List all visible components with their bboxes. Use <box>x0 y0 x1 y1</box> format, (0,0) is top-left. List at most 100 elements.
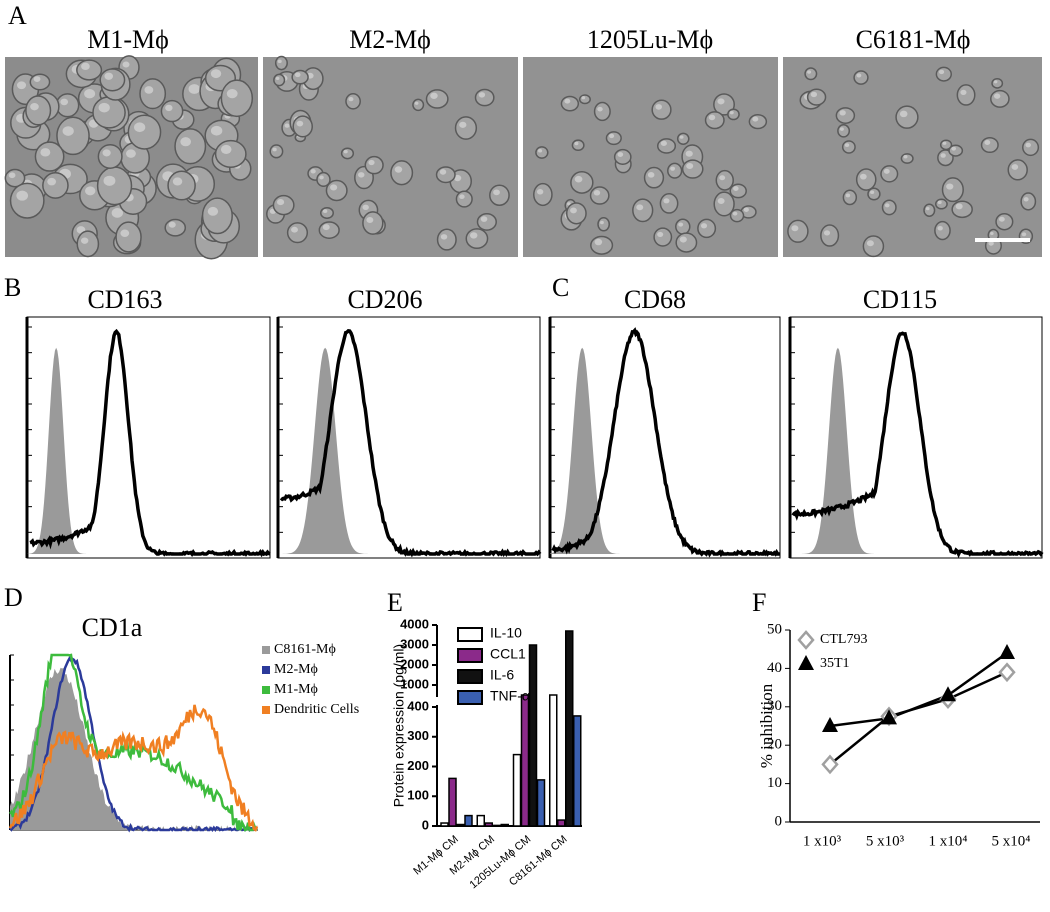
cell-highlight <box>581 96 586 100</box>
cell-highlight <box>319 175 324 180</box>
cell <box>656 138 677 154</box>
cell <box>29 73 51 91</box>
histogram <box>8 653 258 832</box>
y-axis-label: Protein expression (pg/ml) <box>391 644 407 807</box>
cell-highlight <box>439 169 447 175</box>
cell-highlight <box>993 93 1001 99</box>
image-title: C6181-Mϕ <box>856 25 971 54</box>
cell-highlight <box>925 207 930 211</box>
bar <box>476 814 485 827</box>
cell <box>715 169 734 191</box>
cell <box>653 227 673 247</box>
cell-highlight <box>60 98 69 106</box>
cell <box>345 93 361 110</box>
cell-highlight <box>16 81 27 90</box>
cell <box>455 190 473 208</box>
marker-histogram <box>29 328 271 558</box>
cell-highlight <box>733 186 739 191</box>
histogram-title: CD163 <box>87 285 162 314</box>
cell-highlight <box>839 127 844 131</box>
cell-highlight <box>946 183 954 190</box>
isotype-histogram <box>278 347 540 554</box>
cell-highlight <box>480 216 488 222</box>
cell-highlight <box>414 101 419 105</box>
cell-highlight <box>823 230 831 236</box>
legend-swatch <box>457 648 483 663</box>
cell-highlight <box>938 69 945 75</box>
cell <box>425 89 449 109</box>
cell <box>593 101 611 122</box>
cell <box>980 136 999 154</box>
cell <box>991 77 1004 89</box>
cell-highlight <box>844 143 850 147</box>
cell-highlight <box>663 198 670 204</box>
cell-highlight <box>1025 142 1031 148</box>
x-tick-label: 5 x10³ <box>866 833 905 849</box>
cell-highlight <box>362 204 369 211</box>
cell <box>570 171 594 194</box>
histogram-title: CD68 <box>624 285 686 314</box>
cell-highlight <box>988 241 994 246</box>
y-tick-label: 0 <box>775 813 783 829</box>
cell-highlight <box>678 222 684 227</box>
legend-label: CTL793 <box>820 632 867 647</box>
cell-highlight <box>998 216 1005 222</box>
y-tick-label: 50 <box>767 621 782 637</box>
y-tick-label: 4000 <box>400 616 429 631</box>
cell-highlight <box>30 103 39 111</box>
legend-swatch <box>262 686 270 694</box>
cell-highlight <box>729 111 734 115</box>
cell <box>713 191 735 217</box>
cell-highlight <box>84 89 96 99</box>
cell-highlight <box>839 110 846 116</box>
cell-highlight <box>955 203 963 210</box>
cell <box>476 212 497 231</box>
cell <box>160 99 184 123</box>
cell-highlight <box>430 92 438 99</box>
cell-highlight <box>574 175 583 183</box>
cell <box>597 216 610 232</box>
cell <box>995 212 1014 231</box>
cell <box>565 202 587 225</box>
cell <box>804 67 818 81</box>
cell <box>1020 192 1037 211</box>
cell <box>76 230 100 258</box>
cell <box>97 143 123 169</box>
cell-highlight <box>791 225 799 232</box>
y-tick-label: 2000 <box>400 656 429 671</box>
y-tick-label: 30 <box>767 698 782 714</box>
cell-highlight <box>810 91 818 98</box>
cell-highlight <box>294 72 301 78</box>
cell-highlight <box>122 61 130 68</box>
cell-highlight <box>647 172 655 178</box>
cell <box>436 228 457 251</box>
panel-label: A <box>8 1 27 30</box>
cell <box>571 139 585 151</box>
cell <box>320 206 334 219</box>
bar <box>512 753 522 827</box>
point <box>940 686 956 702</box>
bar <box>520 694 530 827</box>
cell-highlight <box>599 220 604 225</box>
legend-marker <box>798 655 814 670</box>
cell <box>667 162 683 179</box>
cell <box>697 218 717 239</box>
histogram <box>8 704 259 832</box>
cell-highlight <box>459 194 465 200</box>
series-line <box>829 671 1008 766</box>
cell <box>390 160 414 186</box>
cell <box>489 184 510 207</box>
image-title: M2-Mϕ <box>349 25 431 54</box>
cell-highlight <box>636 204 644 211</box>
cell-highlight <box>564 98 571 104</box>
y-tick-label: 10 <box>767 775 782 791</box>
cell-highlight <box>348 97 354 102</box>
cell-highlight <box>310 169 316 174</box>
cell <box>923 203 936 217</box>
cell-highlight <box>276 199 285 206</box>
cell-highlight <box>870 190 875 195</box>
cell-highlight <box>111 208 124 218</box>
legend-label: M2-Mϕ <box>274 662 318 677</box>
cell-highlight <box>951 146 957 151</box>
cell-highlight <box>343 149 348 154</box>
